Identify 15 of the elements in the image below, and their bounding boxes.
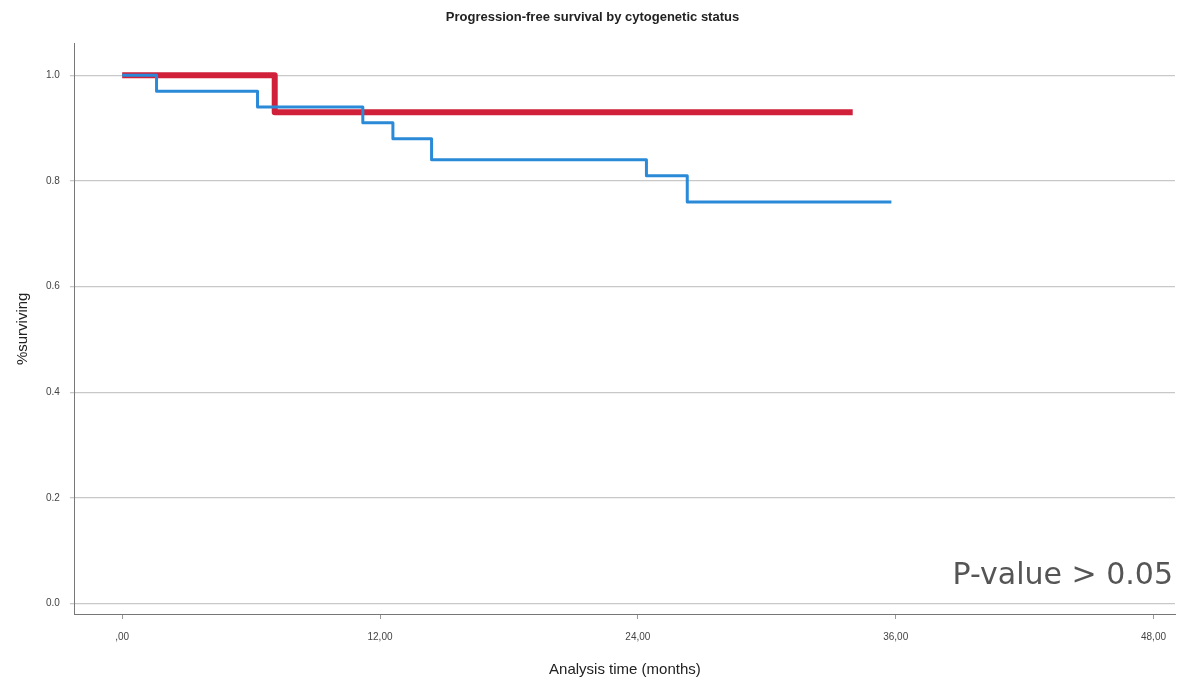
x-tick-label: ,00 [115, 630, 130, 642]
y-tick-label: 0.0 [46, 597, 61, 609]
x-tick-label: 24,00 [625, 630, 651, 642]
y-tick-label: 0.6 [46, 280, 61, 292]
y-tick-label: 0.8 [46, 174, 61, 186]
x-tick-label: 12,00 [367, 630, 393, 642]
y-tick-label: 1.0 [46, 69, 61, 81]
x-tick-label: 36,00 [883, 630, 909, 642]
y-tick-label: 0.2 [46, 491, 61, 503]
x-tick-label: 48,00 [1141, 630, 1167, 642]
x-axis-title: Analysis time (months) [549, 660, 701, 678]
y-axis-title: %surviving [13, 292, 31, 366]
chart-title: Progression-free survival by cytogenetic status [445, 9, 740, 25]
y-tick-label: 0.4 [46, 385, 61, 397]
annotation: P-value > 0.05 [952, 556, 1173, 591]
